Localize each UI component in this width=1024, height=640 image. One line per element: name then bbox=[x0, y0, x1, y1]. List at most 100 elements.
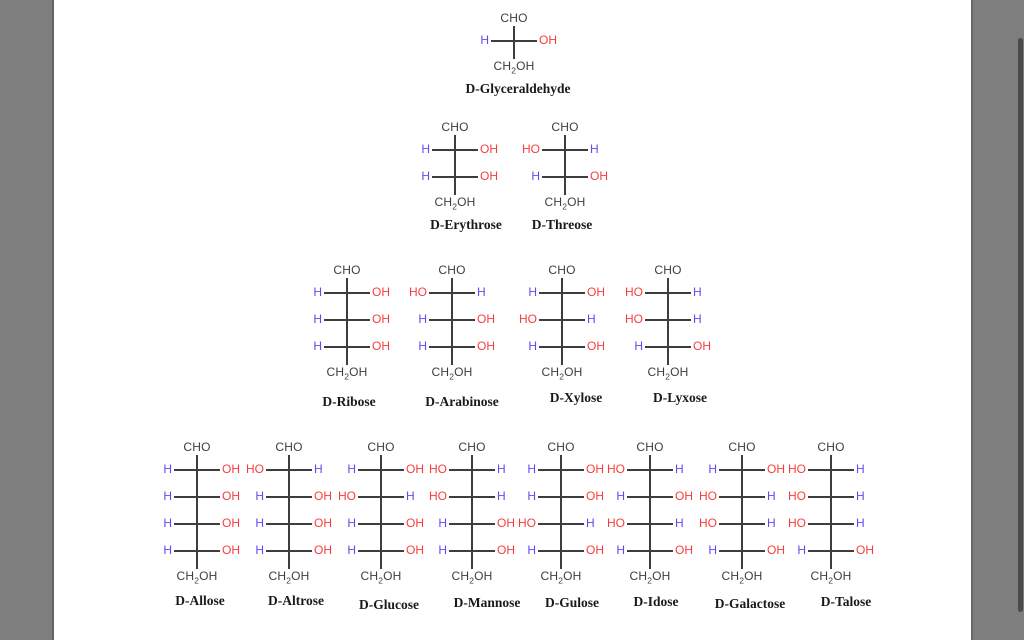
h-atom-label: H bbox=[590, 142, 599, 156]
h-atom-label: H bbox=[255, 489, 264, 503]
h-atom-label: H bbox=[675, 462, 684, 476]
left-gutter bbox=[0, 0, 54, 640]
oh-atom-label: OH bbox=[586, 543, 604, 557]
h-atom-label: H bbox=[255, 516, 264, 530]
fischer-projection: CHO HO H HO H HO H H OH CH2OH D-Talose bbox=[771, 441, 891, 614]
fischer-projection: CHO H OH H OH H OH CH2OH D-Ribose bbox=[287, 264, 407, 414]
oh-atom-label: OH bbox=[586, 489, 604, 503]
cho-label: CHO bbox=[551, 120, 579, 134]
ch2oh-label: CH2OH bbox=[434, 195, 476, 212]
ho-atom-label: HO bbox=[522, 142, 540, 156]
ho-atom-label: HO bbox=[699, 516, 717, 530]
molecule-name: D-Erythrose bbox=[430, 217, 502, 232]
cho-label: CHO bbox=[458, 440, 486, 454]
h-atom-label: H bbox=[693, 312, 702, 326]
ch2oh-label: CH2OH bbox=[268, 569, 310, 586]
ho-atom-label: HO bbox=[519, 312, 537, 326]
oh-atom-label: OH bbox=[314, 489, 332, 503]
molecule-name: D-Lyxose bbox=[653, 390, 707, 405]
ch2oh-label: CH2OH bbox=[360, 569, 402, 586]
cho-label: CHO bbox=[333, 263, 361, 277]
h-atom-label: H bbox=[313, 285, 322, 299]
crossbar-line bbox=[808, 523, 854, 525]
h-atom-label: H bbox=[587, 312, 596, 326]
h-atom-label: H bbox=[163, 489, 172, 503]
backbone-line bbox=[667, 278, 669, 365]
crossbar-line bbox=[627, 523, 673, 525]
cho-label: CHO bbox=[438, 263, 466, 277]
molecule-name: D-Idose bbox=[633, 594, 679, 609]
molecule-name: D-Allose bbox=[175, 593, 225, 608]
oh-atom-label: OH bbox=[406, 543, 424, 557]
oh-atom-label: OH bbox=[477, 312, 495, 326]
h-atom-label: H bbox=[418, 339, 427, 353]
crossbar-line bbox=[429, 319, 475, 321]
crossbar-line bbox=[358, 550, 404, 552]
crossbar-line bbox=[324, 319, 370, 321]
h-atom-label: H bbox=[767, 516, 776, 530]
ho-atom-label: HO bbox=[338, 489, 356, 503]
backbone-line bbox=[564, 135, 566, 195]
oh-atom-label: OH bbox=[497, 516, 515, 530]
ho-atom-label: HO bbox=[788, 489, 806, 503]
crossbar-line bbox=[627, 550, 673, 552]
crossbar-line bbox=[538, 523, 584, 525]
crossbar-line bbox=[432, 149, 478, 151]
ch2oh-label: CH2OH bbox=[544, 195, 586, 212]
crossbar-line bbox=[542, 149, 588, 151]
cho-label: CHO bbox=[367, 440, 395, 454]
crossbar-line bbox=[645, 346, 691, 348]
h-atom-label: H bbox=[616, 489, 625, 503]
oh-atom-label: OH bbox=[480, 169, 498, 183]
oh-atom-label: OH bbox=[314, 543, 332, 557]
oh-atom-label: OH bbox=[767, 543, 785, 557]
h-atom-label: H bbox=[347, 543, 356, 557]
oh-atom-label: OH bbox=[856, 543, 874, 557]
h-atom-label: H bbox=[856, 462, 865, 476]
cho-label: CHO bbox=[275, 440, 303, 454]
crossbar-line bbox=[174, 550, 220, 552]
cho-label: CHO bbox=[183, 440, 211, 454]
crossbar-line bbox=[266, 523, 312, 525]
h-atom-label: H bbox=[531, 169, 540, 183]
h-atom-label: H bbox=[418, 312, 427, 326]
oh-atom-label: OH bbox=[406, 516, 424, 530]
backbone-line bbox=[288, 455, 290, 569]
h-atom-label: H bbox=[497, 489, 506, 503]
h-atom-label: H bbox=[313, 339, 322, 353]
fischer-projection: CHO HO H H OH CH2OH D-Threose bbox=[505, 121, 625, 237]
crossbar-line bbox=[627, 496, 673, 498]
molecule-name: D-Glucose bbox=[359, 597, 419, 612]
ch2oh-label: CH2OH bbox=[431, 365, 473, 382]
crossbar-line bbox=[645, 292, 691, 294]
h-atom-label: H bbox=[438, 516, 447, 530]
crossbar-line bbox=[449, 469, 495, 471]
oh-atom-label: OH bbox=[222, 462, 240, 476]
molecule-name: D-Altrose bbox=[268, 593, 324, 608]
fischer-projection: CHO H OH CH2OH D-Glyceraldehyde bbox=[454, 12, 574, 101]
backbone-line bbox=[649, 455, 651, 569]
backbone-line bbox=[380, 455, 382, 569]
h-atom-label: H bbox=[634, 339, 643, 353]
h-atom-label: H bbox=[406, 489, 415, 503]
molecule-name: D-Mannose bbox=[453, 595, 521, 610]
molecule-name: D-Threose bbox=[531, 217, 593, 232]
scrollbar-thumb[interactable] bbox=[1018, 38, 1023, 612]
crossbar-line bbox=[719, 523, 765, 525]
oh-atom-label: OH bbox=[693, 339, 711, 353]
ch2oh-label: CH2OH bbox=[647, 365, 689, 382]
crossbar-line bbox=[538, 469, 584, 471]
oh-atom-label: OH bbox=[497, 543, 515, 557]
right-gutter bbox=[971, 0, 1024, 640]
fischer-projection: CHO H OH HO H HO H H OH CH2OH D-Galactose bbox=[682, 441, 802, 616]
h-atom-label: H bbox=[313, 312, 322, 326]
crossbar-line bbox=[645, 319, 691, 321]
crossbar-line bbox=[324, 292, 370, 294]
crossbar-line bbox=[432, 176, 478, 178]
fischer-projection: CHO H OH H OH H OH H OH CH2OH D-Allose bbox=[137, 441, 257, 613]
oh-atom-label: OH bbox=[590, 169, 608, 183]
molecule-name: D-Gulose bbox=[545, 595, 599, 610]
fischer-projection: CHO H OH H OH CH2OH D-Erythrose bbox=[395, 121, 515, 237]
crossbar-line bbox=[719, 496, 765, 498]
h-atom-label: H bbox=[163, 516, 172, 530]
